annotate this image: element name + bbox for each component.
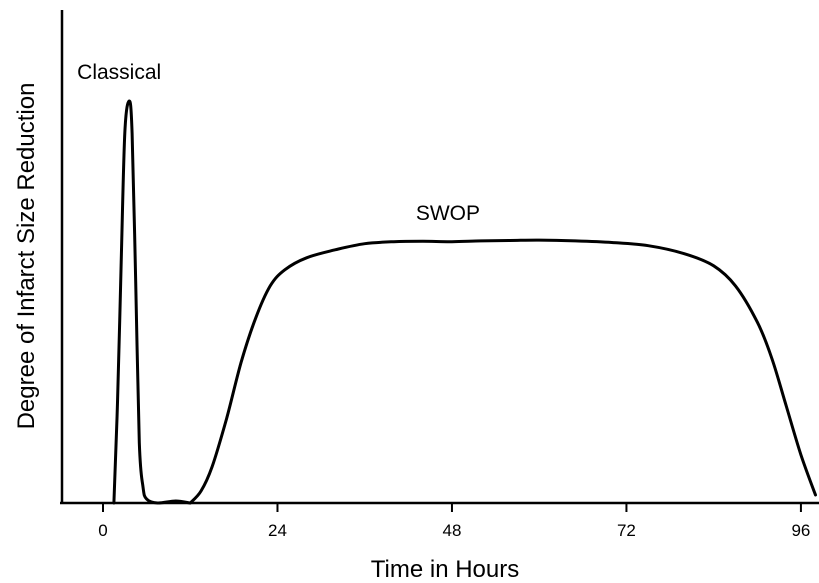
series-line-swop xyxy=(188,238,817,505)
x-ticks: 0 24 48 72 96 xyxy=(98,503,810,540)
series-label-classical: Classical xyxy=(77,61,161,84)
series xyxy=(112,99,817,505)
series-label-swop: SWOP xyxy=(416,202,480,225)
y-axis-title: Degree of Infarct Size Reduction xyxy=(13,83,40,430)
x-tick-label: 0 xyxy=(98,521,107,540)
series-line-classical xyxy=(112,99,192,505)
x-tick-label: 48 xyxy=(442,521,461,540)
x-axis-title: Time in Hours xyxy=(371,556,519,583)
x-tick-label: 24 xyxy=(268,521,287,540)
x-tick-label: 72 xyxy=(617,521,636,540)
series-labels: Classical SWOP xyxy=(77,61,480,225)
axes xyxy=(60,10,819,505)
x-tick-label: 96 xyxy=(791,521,810,540)
